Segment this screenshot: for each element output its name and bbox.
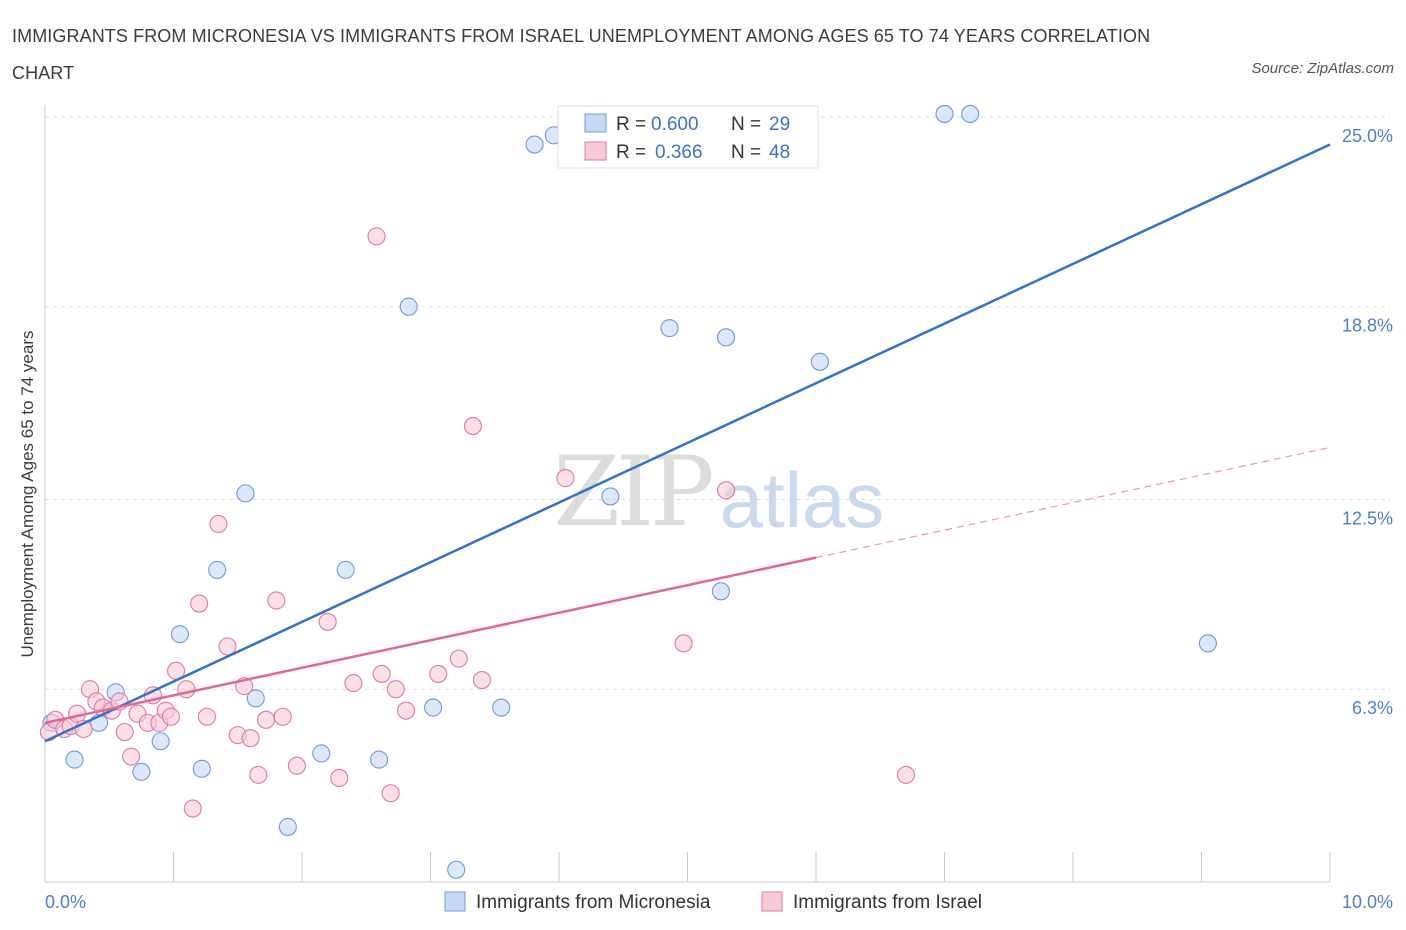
legend-r-value-1: 0.366 [655,142,703,163]
axes [44,105,1331,883]
y-tick-labels: 6.3% 12.5% 18.8% 25.0% [1342,126,1393,718]
stats-legend: R = 0.600 N = 29 R = 0.366 N = 48 [557,105,819,169]
x-tick-labels: 0.0% 10.0% [45,892,1393,912]
point-israel-29 [249,765,268,784]
point-micronesia-14 [370,750,389,769]
point-israel-20 [177,680,196,699]
legend-r-label-1: R = [616,142,646,163]
bottom-legend-label-micronesia: Immigrants from Micronesia [476,892,711,913]
point-israel-22 [190,594,209,613]
point-israel-18 [161,707,180,726]
point-israel-43 [449,649,468,668]
point-micronesia-10 [246,689,265,708]
point-israel-31 [267,591,286,610]
gridlines [45,116,1390,690]
bottom-legend-label-israel: Immigrants from Israel [793,892,982,913]
legend-swatch-israel [584,141,607,161]
chart-title: IMMIGRANTS FROM MICRONESIA VS IMMIGRANTS… [12,26,1151,83]
point-israel-42 [429,664,448,683]
point-micronesia-5 [151,732,170,751]
legend-swatch-micronesia [584,113,607,133]
data-points [39,104,1217,879]
point-micronesia-28 [1198,634,1217,653]
watermark-atlas: atlas [720,456,885,544]
point-micronesia-11 [278,817,297,836]
point-israel-37 [367,227,386,246]
point-israel-47 [716,481,736,500]
point-micronesia-1 [65,750,84,769]
watermark-zip: ZIP [553,436,712,548]
point-micronesia-25 [810,352,829,371]
point-micronesia-12 [312,744,331,763]
legend-n-value-1: 48 [769,142,790,163]
point-israel-32 [273,707,292,726]
trend-lines [44,143,1331,743]
point-micronesia-15 [399,297,418,316]
point-israel-28 [241,729,260,748]
point-israel-40 [386,680,405,699]
point-israel-46 [556,469,575,488]
x-tick-label-0: 0.0% [45,892,86,912]
y-tick-label-0: 6.3% [1352,698,1393,718]
point-micronesia-21 [601,487,620,506]
point-micronesia-13 [336,560,355,579]
series-legend: Immigrants from Micronesia Immigrants fr… [444,891,982,913]
point-micronesia-19 [525,135,544,154]
point-israel-30 [256,710,276,729]
point-micronesia-18 [492,698,511,717]
point-israel-38 [372,664,391,683]
y-tick-label-1: 12.5% [1342,509,1393,529]
point-israel-49 [896,765,916,784]
point-micronesia-24 [711,582,730,601]
point-micronesia-26 [935,104,954,123]
point-micronesia-22 [660,319,679,338]
point-israel-11 [115,723,134,742]
point-israel-24 [209,514,228,534]
y-tick-label-2: 18.8% [1342,316,1393,336]
y-axis-label: Unemployment Among Ages 65 to 74 years [18,331,37,658]
bottom-legend-swatch-israel [761,891,783,912]
source-label: Source: ZipAtlas.com [1251,60,1394,77]
bottom-legend-swatch-micronesia [444,891,466,912]
point-israel-35 [330,768,349,788]
point-israel-12 [122,747,141,766]
trend-line-israel-extension [815,446,1331,559]
point-micronesia-6 [170,625,189,644]
point-israel-44 [463,417,482,436]
point-israel-25 [218,637,237,656]
point-israel-39 [381,784,400,803]
point-israel-36 [344,674,363,693]
legend-r-label-0: R = [616,114,646,135]
point-israel-48 [674,634,693,653]
trend-line-micronesia [44,143,1331,743]
legend-r-value-0: 0.600 [651,114,699,135]
point-micronesia-7 [192,759,211,778]
point-israel-23 [197,707,216,726]
point-israel-21 [183,799,202,818]
point-israel-41 [397,701,416,720]
trend-line-israel [44,556,817,725]
point-israel-33 [287,756,306,775]
point-micronesia-17 [447,860,466,879]
x-tick-label-1: 10.0% [1342,892,1393,912]
point-israel-45 [472,670,491,690]
point-israel-34 [318,612,337,631]
point-micronesia-8 [208,560,227,579]
y-tick-label-3: 25.0% [1342,126,1393,146]
legend-n-label-0: N = [731,114,761,135]
point-micronesia-27 [961,104,980,123]
point-micronesia-16 [424,698,443,717]
point-micronesia-9 [236,484,255,503]
legend-n-label-1: N = [731,142,761,163]
point-micronesia-23 [716,328,736,347]
legend-n-value-0: 29 [769,114,790,135]
point-micronesia-4 [132,762,151,781]
